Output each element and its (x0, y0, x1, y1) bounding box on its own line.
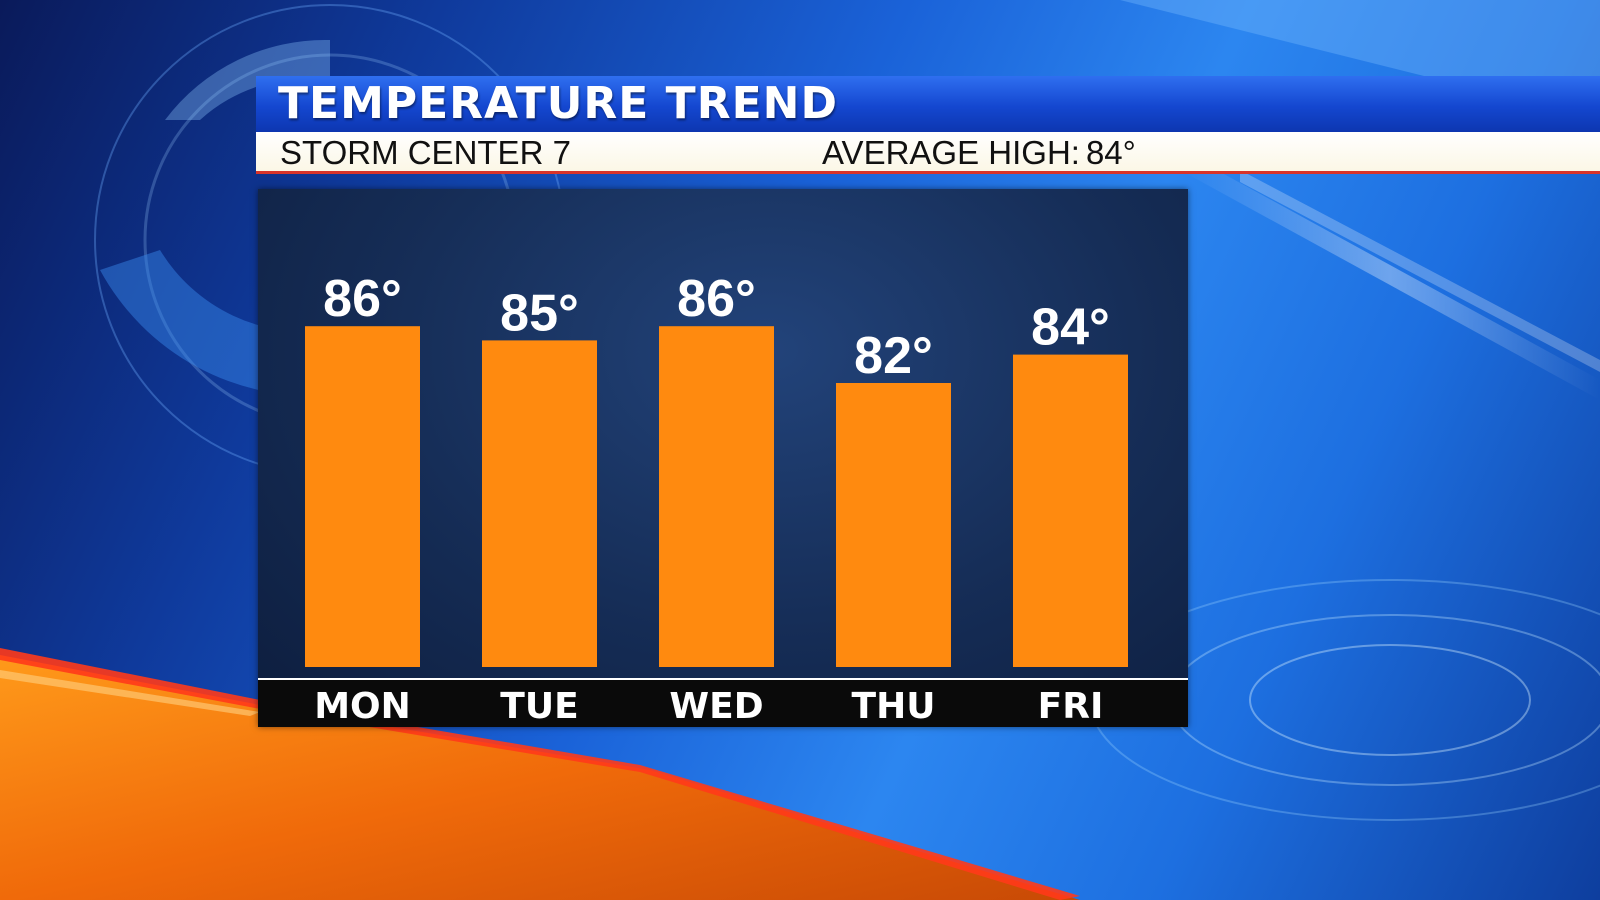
bar-thu (836, 383, 951, 667)
day-label-thu: THU (852, 686, 936, 727)
bar-fri (1013, 354, 1128, 667)
average-high-value: 84° (1085, 134, 1136, 171)
day-label-mon: MON (314, 686, 411, 727)
value-label-tue: 85° (500, 284, 579, 342)
chart-title: TEMPERATURE TREND (278, 78, 838, 129)
day-label-tue: TUE (500, 686, 578, 727)
day-label-wed: WED (669, 686, 763, 727)
title-bar: TEMPERATURE TREND (256, 76, 1600, 132)
value-label-wed: 86° (677, 270, 756, 328)
chart-panel: 86° 85° 86° 82° 84° MON TUE WED THU FRI (258, 189, 1188, 727)
average-high: AVERAGE HIGH: 84° (822, 134, 1136, 172)
station-name: STORM CENTER 7 (280, 134, 571, 171)
bar-wed (659, 326, 774, 667)
bar-chart: 86° 85° 86° 82° 84° MON TUE WED THU FRI (258, 270, 1188, 727)
value-label-mon: 86° (323, 270, 402, 328)
average-high-label: AVERAGE HIGH: (822, 134, 1080, 171)
bar-mon (305, 326, 420, 667)
value-label-fri: 84° (1031, 299, 1110, 357)
subtitle-bar: STORM CENTER 7 AVERAGE HIGH: 84° (256, 132, 1600, 174)
axis-strip (258, 679, 1188, 727)
day-label-fri: FRI (1038, 686, 1104, 727)
bar-tue (482, 340, 597, 667)
value-label-thu: 82° (854, 327, 933, 385)
